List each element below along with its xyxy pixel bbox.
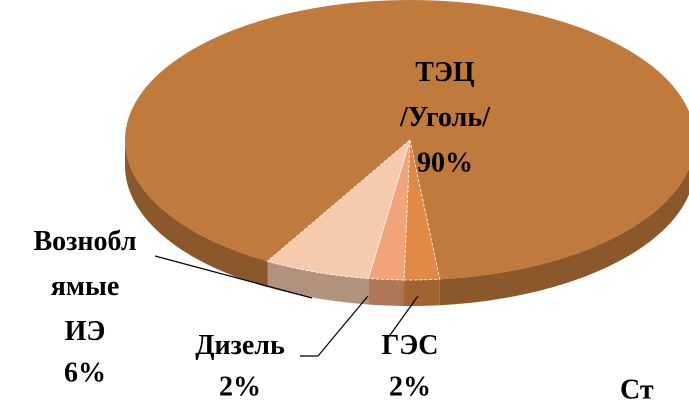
- leader-line: [317, 295, 369, 357]
- label-line: ГЭС: [381, 330, 438, 361]
- slice-side: [125, 140, 268, 288]
- label-line: ТЭЦ: [415, 57, 475, 88]
- value-label: 2%: [389, 371, 431, 402]
- caption: Ст: [620, 374, 654, 405]
- slice: [403, 139, 441, 281]
- slice: [266, 138, 411, 279]
- label-line: /Уголь/: [399, 102, 491, 133]
- value-label: 90%: [417, 147, 473, 178]
- label-line: Дизель: [195, 330, 285, 361]
- slice-side: [368, 278, 405, 306]
- label-line: ИЭ: [65, 316, 106, 347]
- slice: [125, 0, 689, 280]
- label-line: Вознобл: [33, 226, 136, 257]
- value-label: 6%: [64, 357, 106, 388]
- leader-line: [154, 255, 313, 299]
- slice-side: [439, 168, 689, 306]
- slice-side: [404, 279, 440, 306]
- leader-line: [384, 295, 419, 343]
- pie-sides: [125, 140, 689, 306]
- slice-label: Вознобл ямые ИЭ: [33, 226, 136, 347]
- slice-side: [267, 261, 369, 305]
- slice-label: ТЭЦ/Уголь/: [399, 57, 491, 133]
- pie-tops: [125, 0, 689, 281]
- label-line: ямые: [51, 271, 120, 302]
- slice-label: Дизель: [195, 330, 285, 361]
- value-label: 2%: [219, 371, 261, 402]
- slice-label: ГЭС: [381, 330, 438, 361]
